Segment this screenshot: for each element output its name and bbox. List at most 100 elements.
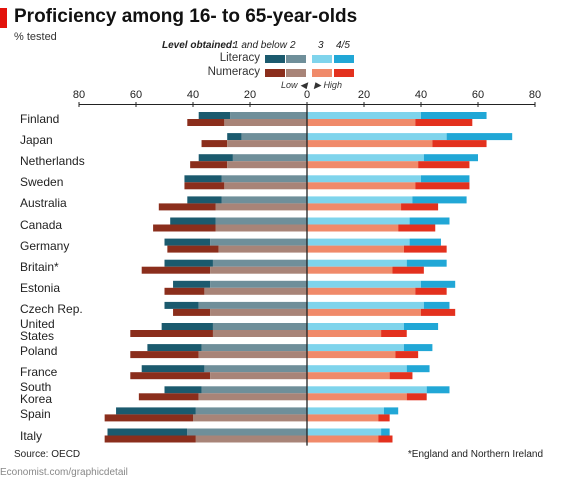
- x-tick-label: 20: [243, 89, 257, 101]
- country-label: Japan: [20, 133, 53, 148]
- right-arrow-icon: ▶: [314, 80, 321, 90]
- literacy-level3-bar-7: [307, 259, 407, 267]
- literacy-level3-bar-2: [307, 154, 424, 162]
- literacy-level4-bar-10: [403, 323, 439, 330]
- x-tick-label: 80: [72, 89, 86, 101]
- chart-subtitle: % tested: [14, 31, 57, 43]
- numeracy-level4-bar-0: [415, 119, 473, 126]
- literacy-level1-bar-15: [107, 428, 188, 436]
- numeracy-level2-bar-8: [204, 287, 307, 295]
- numeracy-level4-bar-5: [398, 224, 436, 232]
- legend-high-text: High: [323, 80, 342, 90]
- country-label: Germany: [20, 238, 70, 253]
- numeracy-level4-bar-9: [421, 308, 456, 316]
- literacy-level2-bar-5: [215, 217, 307, 225]
- literacy-level4-bar-9: [423, 301, 450, 309]
- literacy-level2-bar-0: [230, 112, 307, 119]
- literacy-level1-bar-0: [198, 112, 231, 119]
- numeracy-level2-bar-1: [227, 140, 307, 148]
- literacy-level2-bar-12: [204, 365, 307, 373]
- numeracy-level1-bar-2: [190, 161, 228, 169]
- legend-literacy-level1-swatch: [265, 55, 285, 63]
- numeracy-level1-bar-7: [141, 266, 211, 274]
- legend-low-text: Low: [281, 80, 298, 90]
- numeracy-level2-bar-10: [212, 330, 307, 337]
- literacy-level3-bar-14: [307, 407, 384, 415]
- literacy-level2-bar-8: [210, 280, 307, 288]
- country-label: Britain*: [20, 259, 59, 274]
- legend-low-label: Low ◀: [281, 80, 307, 91]
- country-label: Netherlands: [20, 154, 85, 169]
- literacy-level3-bar-13: [307, 386, 427, 394]
- x-tick-label: 20: [357, 89, 371, 101]
- country-label: Estonia: [20, 280, 61, 295]
- country-label: Australia: [20, 196, 67, 211]
- numeracy-level2-bar-12: [210, 372, 307, 380]
- literacy-level2-bar-10: [212, 323, 307, 330]
- numeracy-level4-bar-1: [432, 140, 487, 148]
- numeracy-level3-bar-9: [307, 308, 421, 316]
- numeracy-level2-bar-3: [224, 182, 307, 190]
- literacy-level3-bar-12: [307, 365, 407, 373]
- legend-heading: Level obtained:: [162, 40, 235, 51]
- numeracy-level2-bar-13: [198, 393, 307, 401]
- literacy-level4-bar-15: [381, 428, 390, 436]
- numeracy-level2-bar-0: [224, 119, 307, 126]
- literacy-level1-bar-10: [161, 323, 213, 330]
- numeracy-level4-bar-8: [415, 287, 447, 295]
- numeracy-level4-bar-11: [395, 351, 419, 359]
- literacy-level4-bar-13: [426, 386, 450, 394]
- numeracy-level1-bar-14: [104, 414, 193, 422]
- literacy-level2-bar-7: [212, 259, 307, 267]
- numeracy-level1-bar-6: [167, 245, 219, 253]
- literacy-level1-bar-11: [147, 344, 202, 352]
- numeracy-level4-bar-15: [378, 435, 393, 443]
- literacy-level4-bar-0: [421, 112, 487, 119]
- literacy-level4-bar-3: [421, 175, 470, 183]
- numeracy-level2-bar-14: [193, 414, 307, 422]
- literacy-level1-bar-6: [164, 238, 211, 246]
- numeracy-level3-bar-11: [307, 351, 396, 359]
- numeracy-level4-bar-10: [381, 330, 407, 337]
- numeracy-level1-bar-15: [104, 435, 196, 443]
- numeracy-level3-bar-0: [307, 119, 416, 126]
- literacy-level1-bar-13: [164, 386, 202, 394]
- x-tick-label: 40: [414, 89, 428, 101]
- legend-level-4: 4/5: [336, 40, 350, 51]
- numeracy-level1-bar-12: [130, 372, 211, 380]
- literacy-level2-bar-9: [198, 301, 307, 309]
- legend-numeracy-level2-swatch: [286, 69, 306, 77]
- country-label: Canada: [20, 217, 63, 232]
- literacy-level4-bar-5: [409, 217, 450, 225]
- numeracy-level2-bar-15: [195, 435, 307, 443]
- literacy-level3-bar-6: [307, 238, 410, 246]
- literacy-level1-bar-3: [184, 175, 222, 183]
- source-note: Source: OECD: [14, 449, 81, 460]
- literacy-level4-bar-11: [403, 344, 433, 352]
- legend-high-label: ▶ High: [314, 80, 342, 91]
- numeracy-level3-bar-4: [307, 203, 402, 211]
- chart-title: Proficiency among 16- to 65-year-olds: [14, 6, 358, 27]
- credit-line: Economist.com/graphicdetail: [0, 467, 128, 478]
- literacy-level1-bar-1: [227, 133, 242, 141]
- literacy-level3-bar-11: [307, 344, 404, 352]
- literacy-level1-bar-2: [198, 154, 233, 162]
- numeracy-level2-bar-2: [227, 161, 307, 169]
- numeracy-level2-bar-11: [198, 351, 307, 359]
- numeracy-level1-bar-3: [184, 182, 225, 190]
- literacy-level4-bar-4: [412, 196, 467, 204]
- literacy-level1-bar-14: [116, 407, 196, 415]
- literacy-level4-bar-14: [383, 407, 399, 415]
- literacy-level3-bar-5: [307, 217, 410, 225]
- numeracy-level3-bar-6: [307, 245, 404, 253]
- literacy-level4-bar-7: [406, 259, 447, 267]
- numeracy-level1-bar-11: [130, 351, 199, 359]
- legend-literacy-level3-swatch: [312, 55, 332, 63]
- numeracy-level1-bar-5: [153, 224, 216, 232]
- literacy-level3-bar-1: [307, 133, 447, 141]
- literacy-level1-bar-9: [164, 301, 199, 309]
- legend-numeracy-label: Numeracy: [207, 66, 260, 78]
- numeracy-level3-bar-7: [307, 266, 393, 274]
- country-label: United States: [20, 317, 55, 343]
